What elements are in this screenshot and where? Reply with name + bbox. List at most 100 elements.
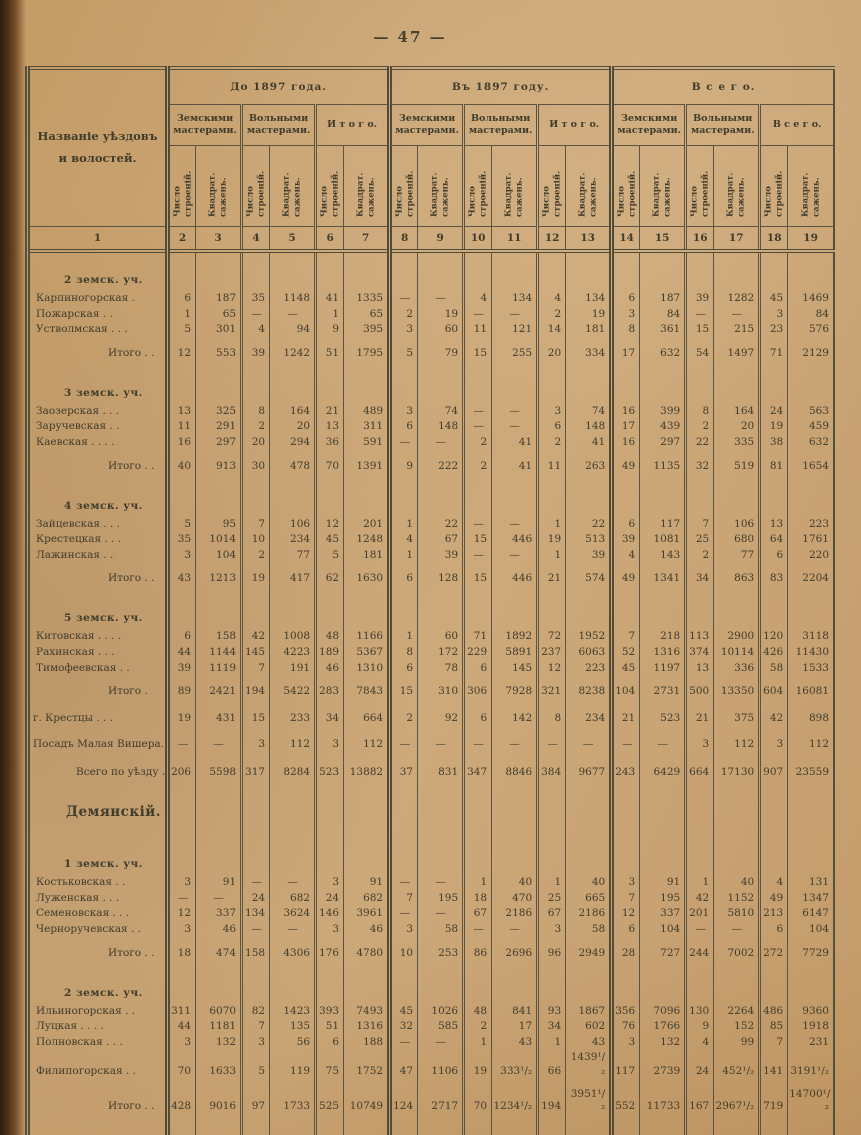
value-cell: 632 [639, 337, 686, 366]
value-cell: 2186 [491, 906, 538, 922]
value-cell [462, 965, 492, 1004]
value-cell [609, 787, 640, 838]
measure-label-text: Квадрат. сажень. [577, 172, 598, 218]
value-cell: 3 [165, 547, 196, 564]
value-cell: 459 [787, 419, 834, 435]
value-cell: — [491, 516, 538, 533]
col-index: 17 [713, 226, 760, 253]
value-cell: 24 [314, 890, 344, 907]
value-cell: 58 [565, 921, 612, 938]
value-cell: 2 [462, 1019, 492, 1035]
value-cell: 831 [417, 756, 464, 788]
value-cell: 6 [165, 291, 196, 307]
uyezd-header-row: Демянскій. [28, 787, 834, 838]
value-cell: 42 [684, 890, 714, 907]
col-index: 11 [491, 226, 538, 253]
value-cell [639, 965, 686, 1004]
value-cell [758, 837, 788, 876]
value-cell: 39 [417, 547, 464, 564]
value-cell: 16081 [787, 676, 834, 705]
measure-label-text: Число строеній. [689, 170, 711, 217]
value-cell: 2696 [491, 937, 538, 966]
value-cell: 426 [758, 644, 788, 661]
value-cell: 2900 [713, 629, 760, 645]
value-cell: 32 [684, 450, 714, 479]
value-cell: 1733 [269, 1079, 316, 1120]
value-cell: 347 [462, 756, 492, 788]
value-cell: 79 [417, 337, 464, 366]
value-cell: 233 [269, 704, 316, 731]
value-cell [417, 787, 464, 838]
value-cell [269, 478, 316, 517]
col-index: 14 [609, 226, 640, 253]
value-cell: 1439¹/₂ [565, 1050, 612, 1080]
col-subgroup-title: И т о г о. [536, 104, 612, 146]
value-cell: 719 [758, 1079, 788, 1120]
value-cell: 41 [491, 434, 538, 451]
value-cell [240, 787, 270, 838]
value-cell: 67 [536, 906, 566, 922]
value-cell [387, 837, 418, 876]
value-cell [195, 1119, 242, 1135]
value-cell: 18 [165, 937, 196, 966]
row-label: 3 земск. уч. [28, 1119, 168, 1135]
row-label: Костьковская . . [36, 876, 126, 889]
value-cell: 393 [314, 1003, 344, 1020]
value-cell [565, 787, 612, 838]
value-cell: 11430 [787, 644, 834, 661]
value-cell: 46 [314, 660, 344, 677]
value-cell: 112 [269, 730, 316, 757]
value-cell: 5 [165, 322, 196, 338]
value-cell [387, 787, 418, 838]
value-cell: — [536, 730, 566, 757]
value-cell: 112 [787, 730, 834, 757]
value-cell: 8238 [565, 676, 612, 705]
volost-row: Филипогорская . . 70 1633 5 119 75 1752 47 1106 1… [28, 1050, 834, 1080]
value-cell: 104 [639, 921, 686, 938]
row-label: г. Крестцы . . . [33, 712, 114, 725]
value-cell: — [713, 306, 760, 323]
value-cell: 16 [165, 434, 196, 451]
value-cell: 6 [387, 660, 418, 677]
value-cell: 32 [387, 1019, 418, 1035]
col-measure-label: Квадрат. сажень. [565, 145, 612, 227]
value-cell: — [491, 547, 538, 564]
value-cell: — [417, 291, 464, 307]
value-cell: 148 [417, 419, 464, 435]
value-cell: 6 [536, 419, 566, 435]
value-cell: 46 [195, 921, 242, 938]
value-cell: — [684, 306, 714, 323]
measure-label-text: Квадрат. сажень. [207, 172, 229, 218]
section-header-row: 3 земск. уч. [28, 1119, 834, 1135]
value-cell: — [491, 419, 538, 435]
col-subgroup-title: Земскими мастерами. [387, 104, 464, 146]
value-cell [343, 787, 390, 838]
col-index: 13 [565, 226, 612, 253]
measure-label-text: Число строеній. [467, 170, 489, 217]
value-cell [758, 251, 788, 291]
measure-label-text: Число строеній. [616, 170, 637, 217]
value-cell: 11733 [639, 1079, 686, 1120]
col-group-title: До 1897 года. [165, 68, 390, 105]
value-cell [387, 965, 418, 1004]
value-cell: 181 [565, 322, 612, 338]
value-cell [758, 478, 788, 517]
value-cell: 58 [417, 921, 464, 938]
value-cell: 113 [684, 629, 714, 645]
value-cell: 11 [165, 419, 196, 435]
value-cell: 58 [758, 660, 788, 677]
table-body: 2 земск. уч. Карпиногорская . 6 187 35 1148 41… [28, 251, 834, 1135]
value-cell: 158 [195, 629, 242, 645]
value-cell: 3 [165, 921, 196, 938]
value-cell: 218 [639, 629, 686, 645]
row-label: Итого . . [108, 459, 155, 472]
measure-label-text: Квадрат. сажень. [725, 172, 747, 218]
value-cell: 20 [536, 337, 566, 366]
value-cell: 452¹/₂ [713, 1050, 760, 1080]
col-measure-label: Число строеній. [758, 145, 788, 227]
subtotal-row: Итого . . 428 9016 97 1733 525 10749 124 2717 70 1… [28, 1079, 834, 1120]
value-cell: 82 [240, 1003, 270, 1020]
value-cell: 9 [684, 1019, 714, 1035]
value-cell: 10 [387, 937, 418, 966]
value-cell: 1135 [639, 450, 686, 479]
